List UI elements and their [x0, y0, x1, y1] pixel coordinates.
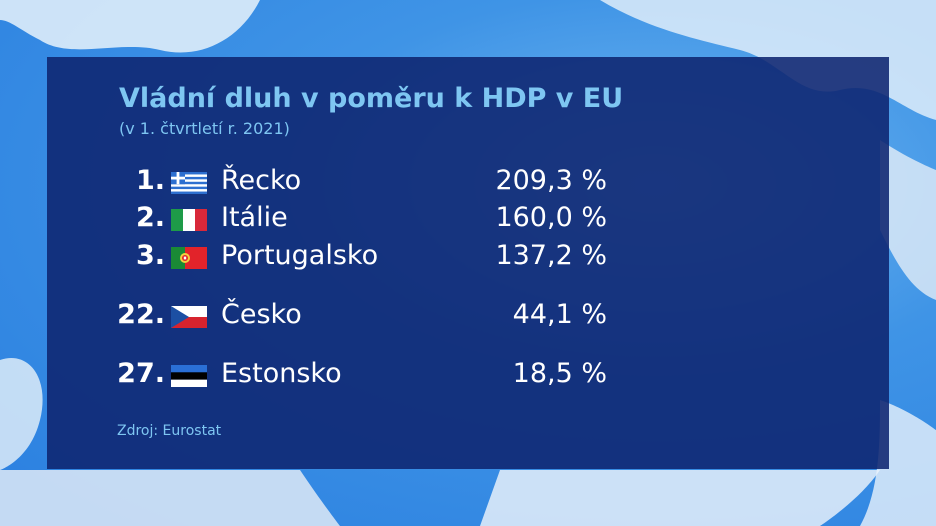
estonia-flag-icon	[171, 365, 207, 387]
debt-value: 209,3 %	[495, 165, 607, 196]
debt-ranking-panel: Vládní dluh v poměru k HDP v EU (v 1. čt…	[47, 57, 889, 469]
country-name: Řecko	[221, 165, 302, 196]
ranking-row-greece: 1. Řecko 209,3 %	[47, 165, 889, 199]
debt-value: 18,5 %	[512, 358, 607, 389]
ranking-row-czechia: 22. Česko 44,1 %	[47, 299, 889, 333]
rank-label: 2.	[135, 202, 165, 233]
debt-value: 44,1 %	[512, 299, 607, 330]
country-name: Estonsko	[221, 358, 342, 389]
ranking-row-estonia: 27. Estonsko 18,5 %	[47, 358, 889, 392]
rank-label: 3.	[135, 240, 165, 271]
source-note: Zdroj: Eurostat	[117, 423, 222, 439]
rank-label: 1.	[135, 165, 165, 196]
portugal-flag-icon	[171, 247, 207, 269]
ranking-row-italy: 2. Itálie 160,0 %	[47, 202, 889, 236]
debt-value: 160,0 %	[495, 202, 607, 233]
page-subtitle: (v 1. čtvrtletí r. 2021)	[119, 119, 290, 138]
debt-value: 137,2 %	[495, 240, 607, 271]
country-name: Česko	[221, 299, 302, 330]
greece-flag-icon	[171, 172, 207, 194]
italy-flag-icon	[171, 209, 207, 231]
ranking-row-portugal: 3. Portugalsko 137,2 %	[47, 240, 889, 274]
country-name: Portugalsko	[221, 240, 379, 271]
czechia-flag-icon	[171, 306, 207, 328]
rank-label: 27.	[117, 358, 165, 389]
country-name: Itálie	[221, 202, 288, 233]
rank-label: 22.	[117, 299, 165, 330]
page-title: Vládní dluh v poměru k HDP v EU	[119, 83, 624, 114]
